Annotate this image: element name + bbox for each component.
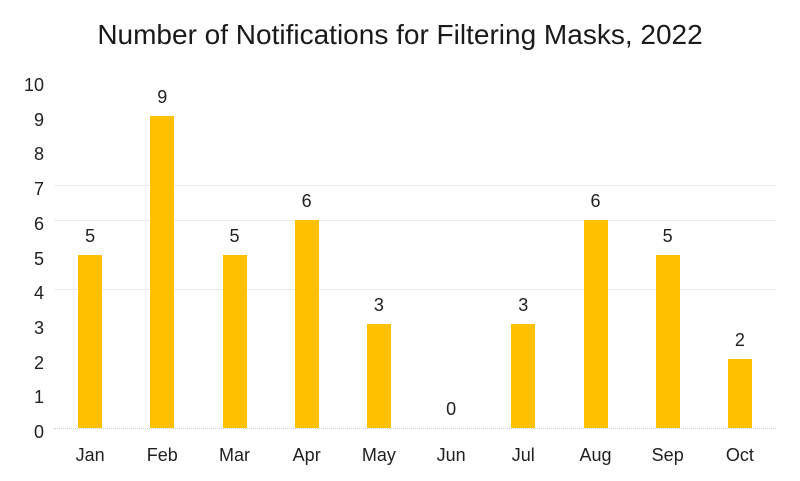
x-tick-label-sep: Sep	[651, 445, 684, 465]
y-tick-label: 9	[33, 109, 44, 130]
gridline	[54, 219, 776, 221]
y-tick-label: 7	[33, 179, 44, 200]
x-tick-label-oct: Oct	[725, 445, 754, 465]
y-tick-label: 8	[33, 144, 44, 165]
bar-value-label: 0	[446, 399, 457, 419]
x-tick-label-may: May	[361, 445, 396, 465]
y-tick-label: 6	[33, 213, 44, 234]
bar-may	[366, 323, 391, 428]
y-tick-label: 3	[33, 317, 44, 338]
x-tick-label-jul: Jul	[511, 445, 535, 465]
chart-title: Number of Notifications for Filtering Ma…	[97, 19, 703, 50]
x-tick-label-jun: Jun	[436, 445, 466, 465]
y-tick-label: 2	[33, 352, 44, 373]
x-tick-label-aug: Aug	[579, 445, 612, 465]
bar-value-label: 3	[373, 294, 384, 315]
y-tick-label: 4	[33, 283, 44, 304]
bar-feb	[150, 115, 175, 428]
gridline	[54, 289, 776, 291]
y-tick-label: 5	[33, 248, 44, 269]
bar-value-label: 2	[734, 329, 745, 350]
bar-value-label: 9	[157, 86, 168, 107]
bar-value-label: 6	[590, 190, 601, 211]
gridline	[54, 185, 776, 187]
x-tick-label-feb: Feb	[146, 445, 178, 465]
bar-aug	[583, 219, 608, 428]
bar-oct	[727, 358, 752, 428]
bar-jul	[511, 323, 536, 428]
bar-value-label: 5	[662, 225, 673, 246]
bar-sep	[655, 254, 680, 428]
y-tick-label: 1	[33, 387, 44, 408]
bar-mar	[222, 254, 247, 428]
bar-apr	[294, 219, 319, 428]
bar-value-label: 5	[229, 225, 240, 246]
y-tick-label: 10	[23, 75, 44, 95]
bar-value-label: 6	[301, 190, 312, 211]
y-tick-label: 0	[33, 422, 44, 442]
plot-area: 5 9 5 6 3 0 3 6 5 2	[54, 81, 776, 429]
bar-value-label: 5	[85, 225, 96, 246]
x-tick-label-apr: Apr	[292, 445, 321, 465]
x-tick-label-mar: Mar	[219, 445, 250, 465]
bar-jan	[78, 254, 103, 428]
x-tick-label-jan: Jan	[75, 445, 105, 465]
bar-value-label: 3	[518, 294, 529, 315]
